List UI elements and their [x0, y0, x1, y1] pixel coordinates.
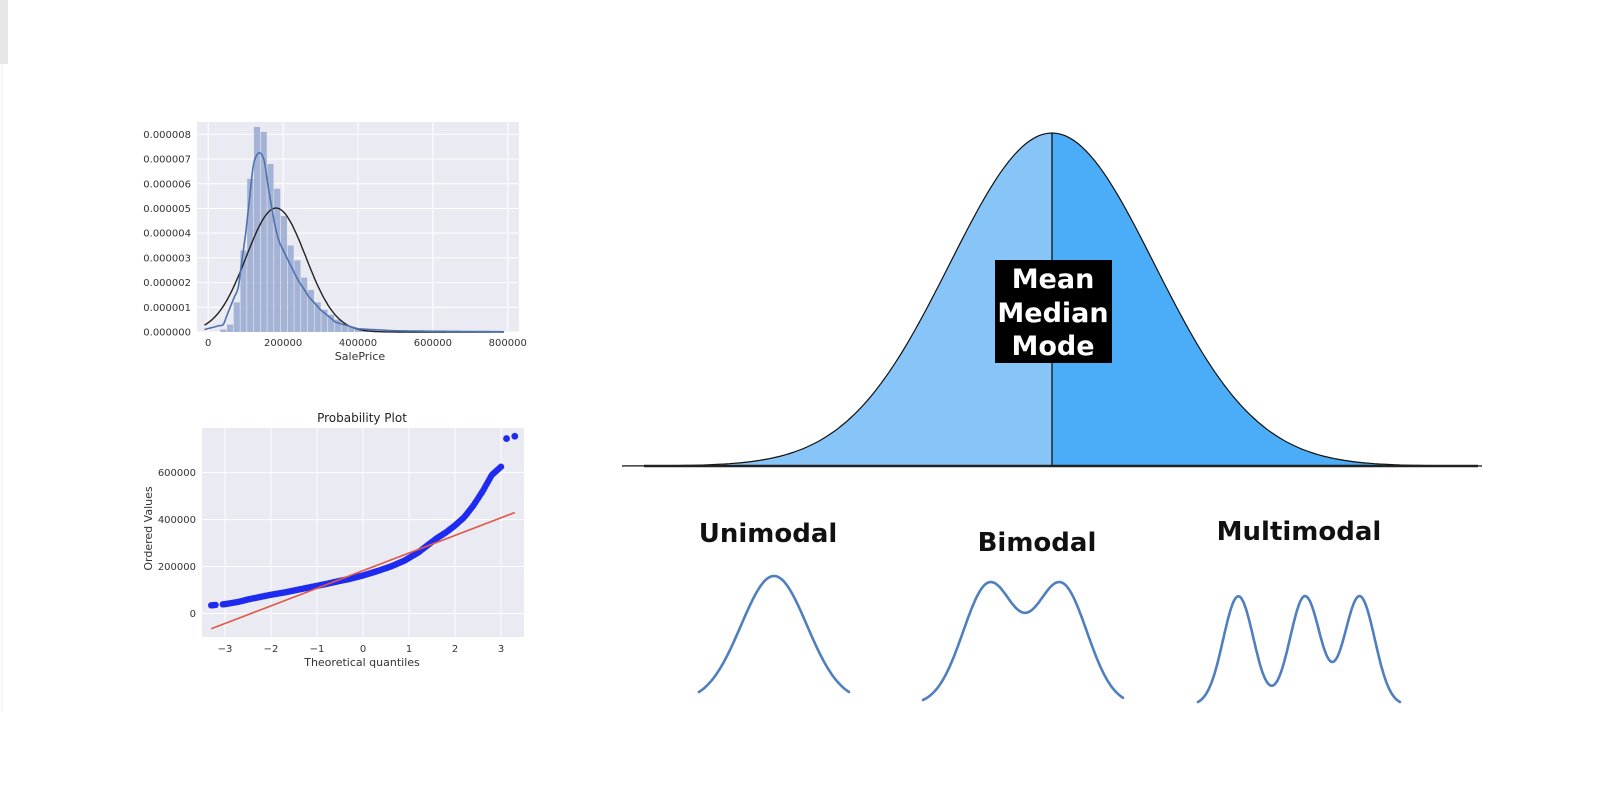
bimodal-curve [921, 580, 1125, 702]
histogram-bar [233, 302, 240, 332]
histogram-y-tick-label: 0.000001 [143, 303, 191, 314]
histogram-x-tick-label: 600000 [414, 338, 452, 349]
unimodal-curve [697, 574, 851, 694]
corner-tab [0, 0, 8, 64]
histogram-bar [301, 277, 308, 332]
histogram-bar [267, 164, 274, 332]
median-label: Median [997, 298, 1108, 329]
histogram-x-ticks: 0 200000 400000 600000 800000 [205, 338, 527, 349]
histogram-bar [307, 290, 314, 332]
histogram-bar [294, 260, 301, 332]
histogram-bar [226, 324, 234, 332]
probability-plot-title: Probability Plot [317, 411, 407, 425]
probability-plot-x-ticks: −3 −2 −1 0 1 2 3 [218, 644, 505, 655]
probability-plot-x-tick-label: 1 [406, 644, 412, 655]
probability-plot-y-ticks: 0 200000 400000 600000 [158, 468, 196, 620]
probability-plot-y-axis-label: Ordered Values [142, 486, 155, 570]
histogram-bars [220, 126, 382, 332]
histogram-bar [274, 188, 281, 332]
kde-line [204, 151, 505, 333]
unimodal-title: Unimodal [699, 519, 838, 549]
histogram-bar [247, 178, 254, 332]
histogram-x-tick-label: 200000 [264, 338, 302, 349]
probability-plot-x-tick-label: −1 [310, 644, 325, 655]
histogram-y-tick-label: 0.000006 [143, 179, 191, 190]
probability-plot-outlier-point [503, 435, 510, 442]
normal-distribution-chart: Mean Median Mode [621, 132, 1483, 468]
histogram-x-axis-label: SalePrice [335, 350, 386, 363]
histogram-bar [328, 314, 335, 332]
multimodal-title: Multimodal [1217, 517, 1382, 547]
histogram-y-tick-label: 0.000002 [143, 278, 191, 289]
mean-median-mode-box [995, 260, 1112, 363]
probability-plot-gridlines [202, 428, 524, 637]
histogram-x-tick-label: 800000 [489, 338, 527, 349]
mode-label: Mode [1011, 331, 1094, 362]
probability-plot-point [212, 601, 219, 609]
probability-plot-x-axis-label: Theoretical quantiles [303, 656, 420, 669]
histogram-y-tick-label: 0.000000 [143, 328, 191, 339]
probability-plot-y-tick-label: 600000 [158, 468, 196, 479]
probability-plot-point [497, 463, 505, 470]
probability-plot-x-tick-label: −2 [264, 644, 279, 655]
modality-shapes: Unimodal Bimodal Multimodal [697, 517, 1402, 704]
probability-plot-fit-line [210, 511, 516, 630]
bell-curve-left-half [622, 133, 1052, 466]
probability-plot-x-tick-label: 0 [360, 644, 366, 655]
multimodal-curve [1196, 594, 1402, 704]
probability-plot-x-tick-label: 2 [452, 644, 458, 655]
histogram-bar [321, 309, 328, 332]
histogram-bar [314, 302, 321, 332]
probability-plot-y-tick-label: 400000 [158, 515, 196, 526]
histogram-bar [348, 327, 355, 332]
histogram-y-tick-label: 0.000003 [143, 253, 191, 264]
histogram-y-tick-label: 0.000007 [143, 155, 191, 166]
probability-plot-y-tick-label: 0 [190, 609, 196, 620]
probability-plot-outlier-point [511, 432, 519, 440]
histogram-bar [240, 250, 247, 332]
histogram-x-tick-label: 400000 [339, 338, 377, 349]
probability-plot-x-tick-label: −3 [218, 644, 233, 655]
probability-plot-y-tick-label: 200000 [158, 562, 196, 573]
probability-plot-chart: Probability Plot −3 −2 −1 0 1 2 3 0 200000 40000… [142, 411, 524, 669]
histogram-x-tick-label: 0 [205, 338, 211, 349]
histogram-y-ticks: 0.000000 0.000001 0.000002 0.000003 0.000004… [143, 130, 191, 339]
histogram-bar [287, 245, 294, 332]
histogram-bar [334, 319, 341, 332]
saleprice-histogram-chart: 0 200000 400000 600000 800000 0.0000000.0000… [143, 122, 527, 363]
histogram-bar [355, 329, 362, 332]
bimodal-title: Bimodal [978, 528, 1097, 558]
histogram-bar [280, 215, 288, 332]
histogram-bar [341, 324, 348, 332]
histogram-y-tick-label: 0.000008 [143, 130, 191, 141]
mean-label: Mean [1012, 264, 1095, 295]
probability-plot-x-tick-label: 3 [498, 644, 504, 655]
histogram-y-tick-label: 0.000004 [143, 229, 191, 240]
histogram-y-tick-label: 0.000005 [143, 204, 191, 215]
bell-curve-right-half [1052, 133, 1482, 466]
histogram-bar [220, 329, 227, 332]
histogram-bar [260, 131, 267, 332]
